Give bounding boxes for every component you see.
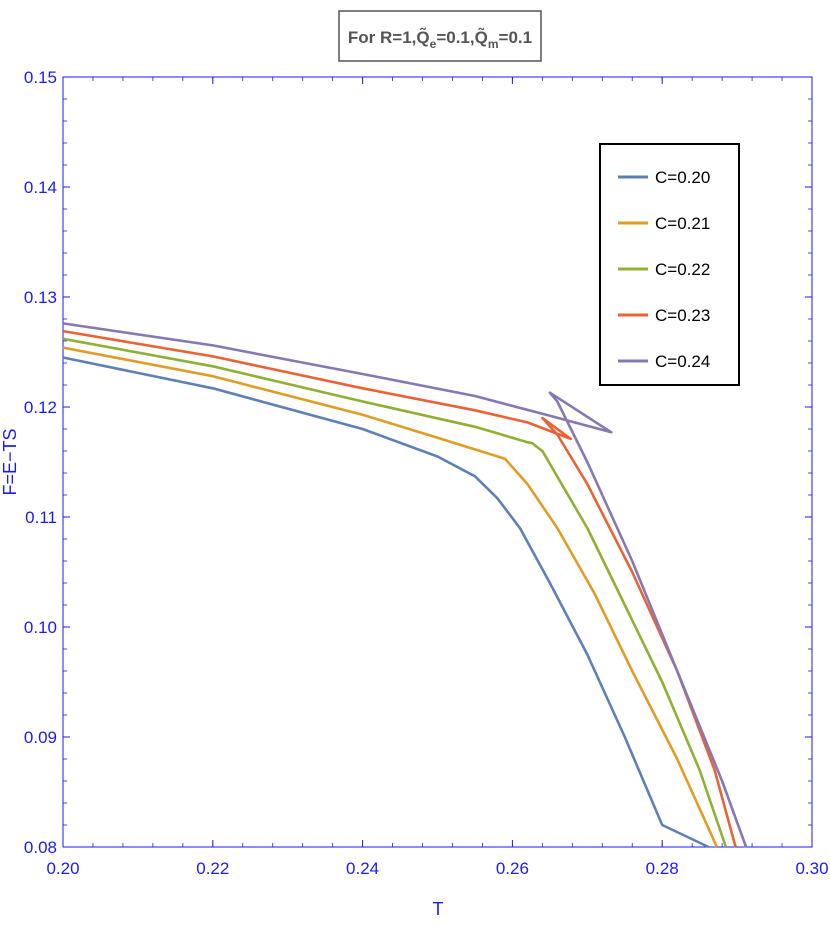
x-axis-ticks: 0.20 0.22 0.24 0.26 0.28 0.30 bbox=[46, 77, 829, 878]
series-layer bbox=[62, 322, 748, 849]
y-axis-ticks: 0.08 0.09 0.10 0.11 0.12 0.13 0.14 0.15 bbox=[24, 68, 812, 857]
legend-label: C=0.22 bbox=[655, 260, 710, 279]
legend-label: C=0.21 bbox=[655, 214, 710, 233]
y-tick-label: 0.11 bbox=[25, 508, 57, 527]
legend: C=0.20 C=0.21 C=0.22 C=0.23 C=0.24 bbox=[599, 143, 740, 386]
y-tick-label: 0.08 bbox=[24, 838, 57, 857]
title-qm-base: Q̃ bbox=[475, 27, 488, 47]
title-prefix: For R=1, bbox=[348, 28, 417, 47]
x-axis-title: T bbox=[433, 899, 444, 919]
series-line-c-0-24 bbox=[62, 322, 748, 848]
legend-label: C=0.23 bbox=[655, 306, 710, 325]
chart-title-box bbox=[338, 10, 542, 62]
y-tick-label: 0.09 bbox=[24, 728, 57, 747]
title-qe-value: =0.1, bbox=[436, 28, 474, 47]
x-tick-label: 0.26 bbox=[496, 859, 529, 878]
y-tick-label: 0.10 bbox=[24, 618, 57, 637]
legend-label: C=0.24 bbox=[655, 352, 710, 371]
series-line-c-0-22 bbox=[62, 337, 728, 848]
x-tick-label: 0.24 bbox=[346, 859, 379, 878]
title-qm-sub: m bbox=[488, 37, 499, 51]
plot-frame bbox=[62, 76, 813, 848]
legend-items: C=0.20 C=0.21 C=0.22 C=0.23 C=0.24 bbox=[618, 168, 710, 371]
x-tick-label: 0.20 bbox=[46, 859, 79, 878]
y-tick-label: 0.14 bbox=[24, 178, 57, 197]
title-qe-sub: e bbox=[430, 37, 437, 51]
y-tick-label: 0.13 bbox=[24, 288, 57, 307]
y-axis-title: F=E−TS bbox=[0, 428, 20, 495]
series-line-c-0-20 bbox=[62, 356, 710, 849]
x-tick-label: 0.30 bbox=[795, 859, 828, 878]
x-tick-label: 0.28 bbox=[646, 859, 679, 878]
chart-title-text: For R=1,Q̃e=0.1,Q̃m=0.1 bbox=[348, 27, 532, 51]
chart-title: For R=1,Q̃e=0.1,Q̃m=0.1 bbox=[338, 10, 542, 62]
legend-box bbox=[599, 143, 740, 386]
title-qe-base: Q̃ bbox=[416, 27, 429, 47]
x-tick-label: 0.22 bbox=[196, 859, 229, 878]
series-line-c-0-21 bbox=[62, 346, 719, 848]
y-tick-label: 0.15 bbox=[24, 68, 57, 87]
title-qm-value: =0.1 bbox=[499, 28, 533, 47]
y-tick-label: 0.12 bbox=[24, 398, 57, 417]
legend-label: C=0.20 bbox=[655, 168, 710, 187]
